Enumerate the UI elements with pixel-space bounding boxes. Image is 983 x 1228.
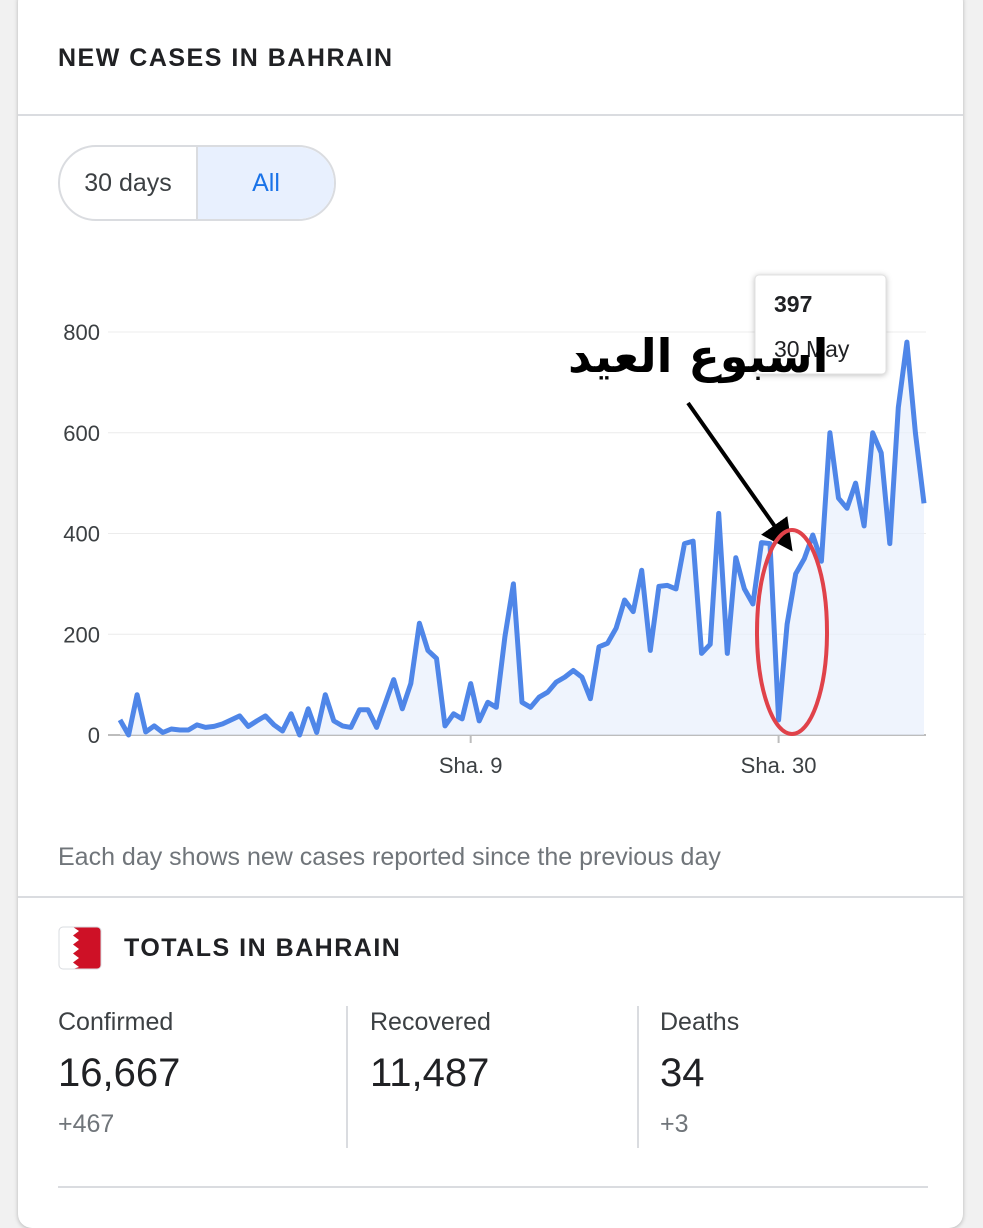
y-tick-label: 600 — [63, 421, 100, 446]
confirmed-label: Confirmed — [58, 1008, 174, 1036]
annotation-circle — [755, 528, 829, 736]
bottom-divider — [58, 1186, 928, 1188]
tooltip-value: 397 — [774, 291, 812, 317]
bahrain-flag-icon — [58, 926, 102, 970]
y-tick-label: 800 — [63, 320, 100, 345]
recovered-stat: Recovered 11,487 — [370, 1008, 630, 1096]
chart-footnote: Each day shows new cases reported since … — [58, 843, 721, 871]
x-tick-label: Sha. 9 — [439, 753, 503, 778]
annotation-arrow — [686, 401, 793, 552]
deaths-delta: +3 — [660, 1110, 689, 1138]
annotation-text: اسبوع العيد — [568, 329, 828, 383]
range-all-button[interactable]: All — [196, 147, 334, 219]
tooltip-date: 30 May — [774, 336, 850, 362]
cases-area — [120, 342, 924, 735]
tooltip-box — [754, 274, 887, 375]
cases-series-line[interactable] — [117, 339, 927, 738]
deaths-stat: Deaths 34 +3 — [660, 1008, 920, 1139]
totals-title: TOTALS IN BAHRAIN — [124, 934, 402, 962]
y-tick-label: 200 — [63, 622, 100, 647]
y-axis: 0 200 400 600 800 — [63, 320, 100, 748]
deaths-value: 34 — [660, 1051, 705, 1095]
confirmed-value: 16,667 — [58, 1051, 181, 1095]
recovered-label: Recovered — [370, 1008, 491, 1036]
confirmed-delta: +467 — [58, 1110, 115, 1138]
confirmed-stat: Confirmed 16,667 +467 — [58, 1008, 318, 1139]
chart-title: NEW CASES IN BAHRAIN — [58, 44, 394, 72]
range-toggle: 30 days All — [58, 145, 336, 221]
range-30-days-button[interactable]: 30 days — [84, 168, 172, 197]
y-tick-label: 400 — [63, 522, 100, 547]
stat-divider — [346, 1006, 348, 1148]
section-divider — [18, 896, 963, 898]
y-tick-label: 0 — [88, 723, 100, 748]
deaths-label: Deaths — [660, 1008, 740, 1036]
header-divider — [18, 114, 963, 116]
tooltip: 397 30 May — [754, 274, 887, 375]
stat-divider — [637, 1006, 639, 1148]
x-tick-label: Sha. 30 — [741, 753, 817, 778]
recovered-value: 11,487 — [370, 1051, 490, 1095]
